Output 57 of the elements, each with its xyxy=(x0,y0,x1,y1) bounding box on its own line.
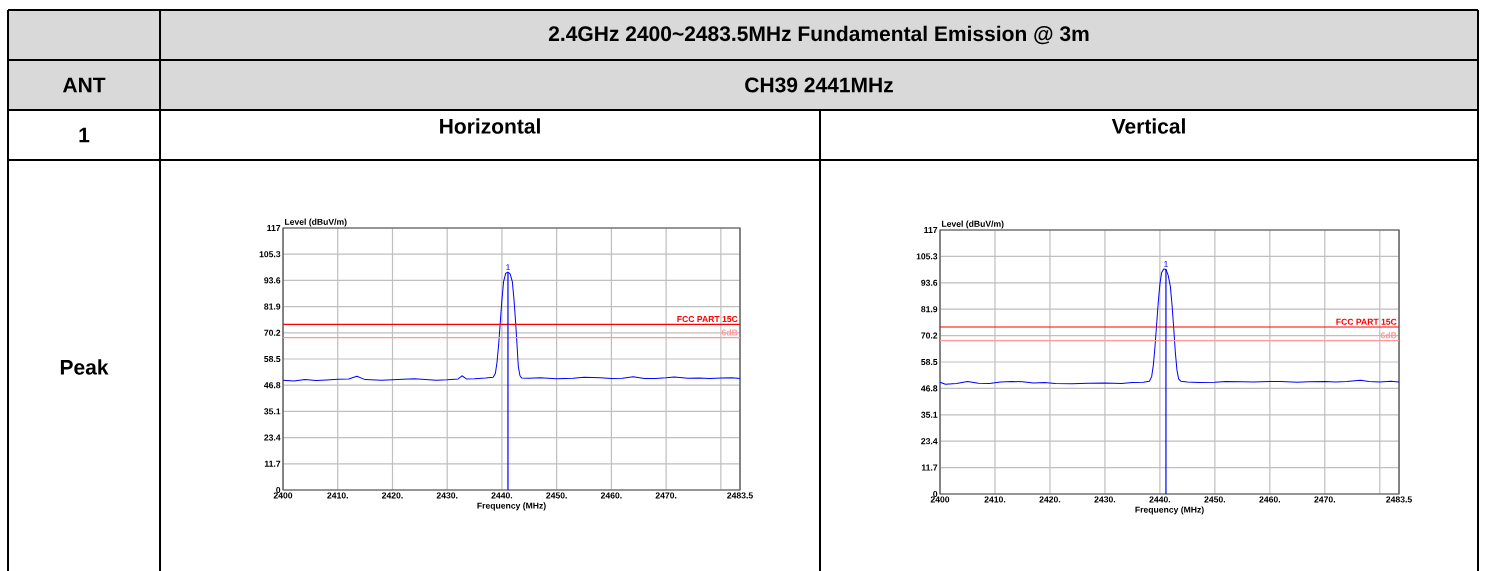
x-tick-label: 2470. xyxy=(655,492,677,499)
y-tick-label: 58.5 xyxy=(921,358,938,366)
y-tick-label: 117 xyxy=(924,227,938,233)
x-tick-label: 2400 xyxy=(930,496,950,503)
x-axis-title: Frequency (MHz) xyxy=(1135,506,1204,515)
y-tick-label: 70.2 xyxy=(921,332,938,339)
ref-line-label: FCC PART 15C xyxy=(1336,318,1397,325)
y-tick-label: 35.1 xyxy=(264,408,281,415)
y-tick-label: 23.4 xyxy=(264,434,281,441)
y-tick-label: 81.9 xyxy=(264,303,281,310)
y-tick-label: 46.8 xyxy=(921,385,938,392)
x-tick-label: 2460. xyxy=(600,492,622,499)
y-tick-label: 35.1 xyxy=(921,411,938,418)
ref-line-label: FCC PART 15C xyxy=(677,316,738,323)
chart-title: Vertical xyxy=(1111,118,1185,134)
x-tick-label: 2430. xyxy=(436,492,458,499)
text: ANT xyxy=(62,77,106,93)
x-tick-label: 2420. xyxy=(382,492,403,499)
y-tick-label: 11.7 xyxy=(264,460,281,467)
ref-line-label: 6dB xyxy=(1380,332,1397,339)
x-axis-title: Frequency (MHz) xyxy=(477,502,546,511)
y-tick-label: 11.7 xyxy=(921,464,938,471)
x-tick-label: 2483.5 xyxy=(1386,496,1412,503)
text: 1 xyxy=(79,127,90,143)
y-axis-title: Level (dBuV/m) xyxy=(284,218,347,227)
x-tick-label: 2420. xyxy=(1039,496,1061,503)
y-tick-label: 105.3 xyxy=(259,251,281,258)
x-tick-label: 2450. xyxy=(546,492,567,499)
ref-line-label: 6dB xyxy=(721,329,738,336)
y-tick-label: 46.8 xyxy=(264,382,281,389)
y-tick-label: 81.9 xyxy=(921,306,938,313)
x-tick-label: 2440. xyxy=(491,492,513,499)
x-tick-label: 2400 xyxy=(273,492,293,499)
x-tick-label: 2450. xyxy=(1204,496,1226,503)
y-tick-label: 93.6 xyxy=(264,277,281,284)
x-tick-label: 2470. xyxy=(1314,496,1335,503)
y-tick-label: 105.3 xyxy=(916,253,938,260)
y-tick-label: 23.4 xyxy=(921,438,938,445)
y-tick-label: 0 xyxy=(933,490,938,498)
chart-title: Horizontal xyxy=(440,118,540,134)
x-tick-label: 2410. xyxy=(984,496,1006,503)
x-tick-label: 2440. xyxy=(1149,496,1171,503)
x-tick-label: 2410. xyxy=(327,492,348,499)
annotation: 1 xyxy=(1164,261,1168,268)
text: 2.4GHz 2400~2483.5MHz Fundamental Emission @ 3m xyxy=(548,25,1089,45)
y-tick-label: 93.6 xyxy=(921,279,938,286)
y-tick-label: 58.5 xyxy=(264,355,281,363)
x-tick-label: 2483.5 xyxy=(727,492,753,499)
text: CH39 2441MHz xyxy=(745,77,893,93)
x-tick-label: 2430. xyxy=(1094,496,1116,503)
x-tick-label: 2460. xyxy=(1259,496,1280,503)
y-tick-label: 70.2 xyxy=(264,329,281,336)
text: Peak xyxy=(60,359,109,375)
annotation: 1 xyxy=(506,264,510,271)
y-axis-title: Level (dBuV/m) xyxy=(941,220,1004,229)
y-tick-label: 0 xyxy=(276,486,281,494)
y-tick-label: 117 xyxy=(267,225,281,231)
